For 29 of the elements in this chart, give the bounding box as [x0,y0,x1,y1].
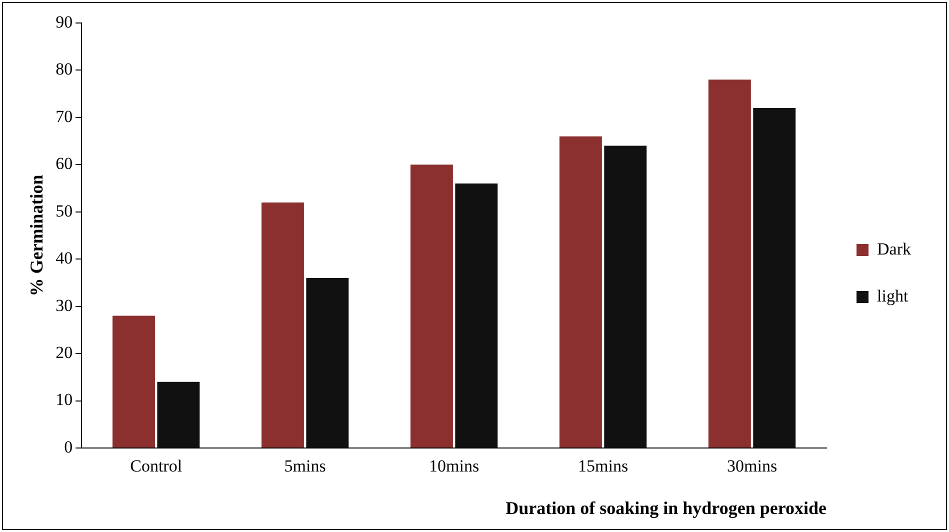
x-tick-label: 10mins [429,456,480,476]
y-tick-label: 80 [56,60,73,79]
y-tick-label: 10 [56,390,73,410]
bar [559,136,602,448]
x-tick-label: 30mins [726,456,778,476]
legend-label: light [877,286,908,306]
bar [708,80,751,448]
y-tick-label: 30 [56,296,73,315]
y-tick-label: 40 [56,248,73,268]
bar [604,146,647,448]
bar [262,202,304,448]
y-tick-label: 20 [56,343,73,362]
y-tick-label: 50 [56,201,73,220]
bar [410,164,453,448]
bar [157,382,200,448]
x-tick-label: 15mins [578,456,628,476]
y-tick-label: 60 [56,154,73,174]
y-tick-label: 0 [64,437,73,456]
y-axis-title: % Germination [26,174,46,296]
bar [112,316,155,448]
bar [753,108,796,448]
x-tick-label: 5mins [284,456,326,476]
x-tick-label: Control [130,456,182,476]
x-axis-title: Duration of soaking in hydrogen peroxide [506,498,827,518]
y-tick-label: 90 [56,12,73,32]
bar [306,278,349,448]
bar [455,184,498,448]
y-tick-label: 70 [56,106,73,126]
legend-label: Dark [877,239,912,258]
